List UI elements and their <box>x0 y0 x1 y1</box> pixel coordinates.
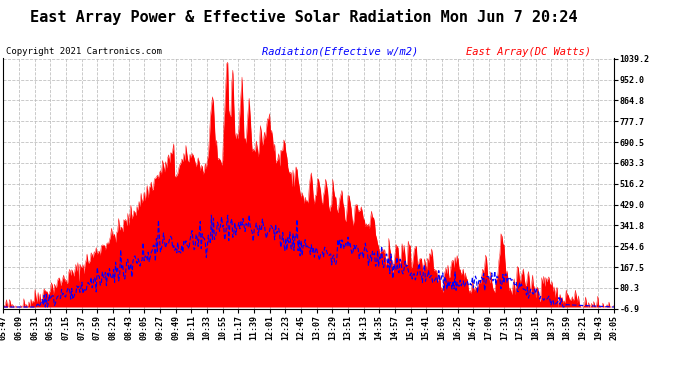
Text: Copyright 2021 Cartronics.com: Copyright 2021 Cartronics.com <box>6 47 161 56</box>
Text: Radiation(Effective w/m2): Radiation(Effective w/m2) <box>262 47 418 57</box>
Text: East Array Power & Effective Solar Radiation Mon Jun 7 20:24: East Array Power & Effective Solar Radia… <box>30 9 578 26</box>
Text: East Array(DC Watts): East Array(DC Watts) <box>466 47 591 57</box>
